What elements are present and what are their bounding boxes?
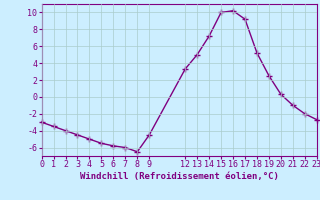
X-axis label: Windchill (Refroidissement éolien,°C): Windchill (Refroidissement éolien,°C) [80, 172, 279, 181]
